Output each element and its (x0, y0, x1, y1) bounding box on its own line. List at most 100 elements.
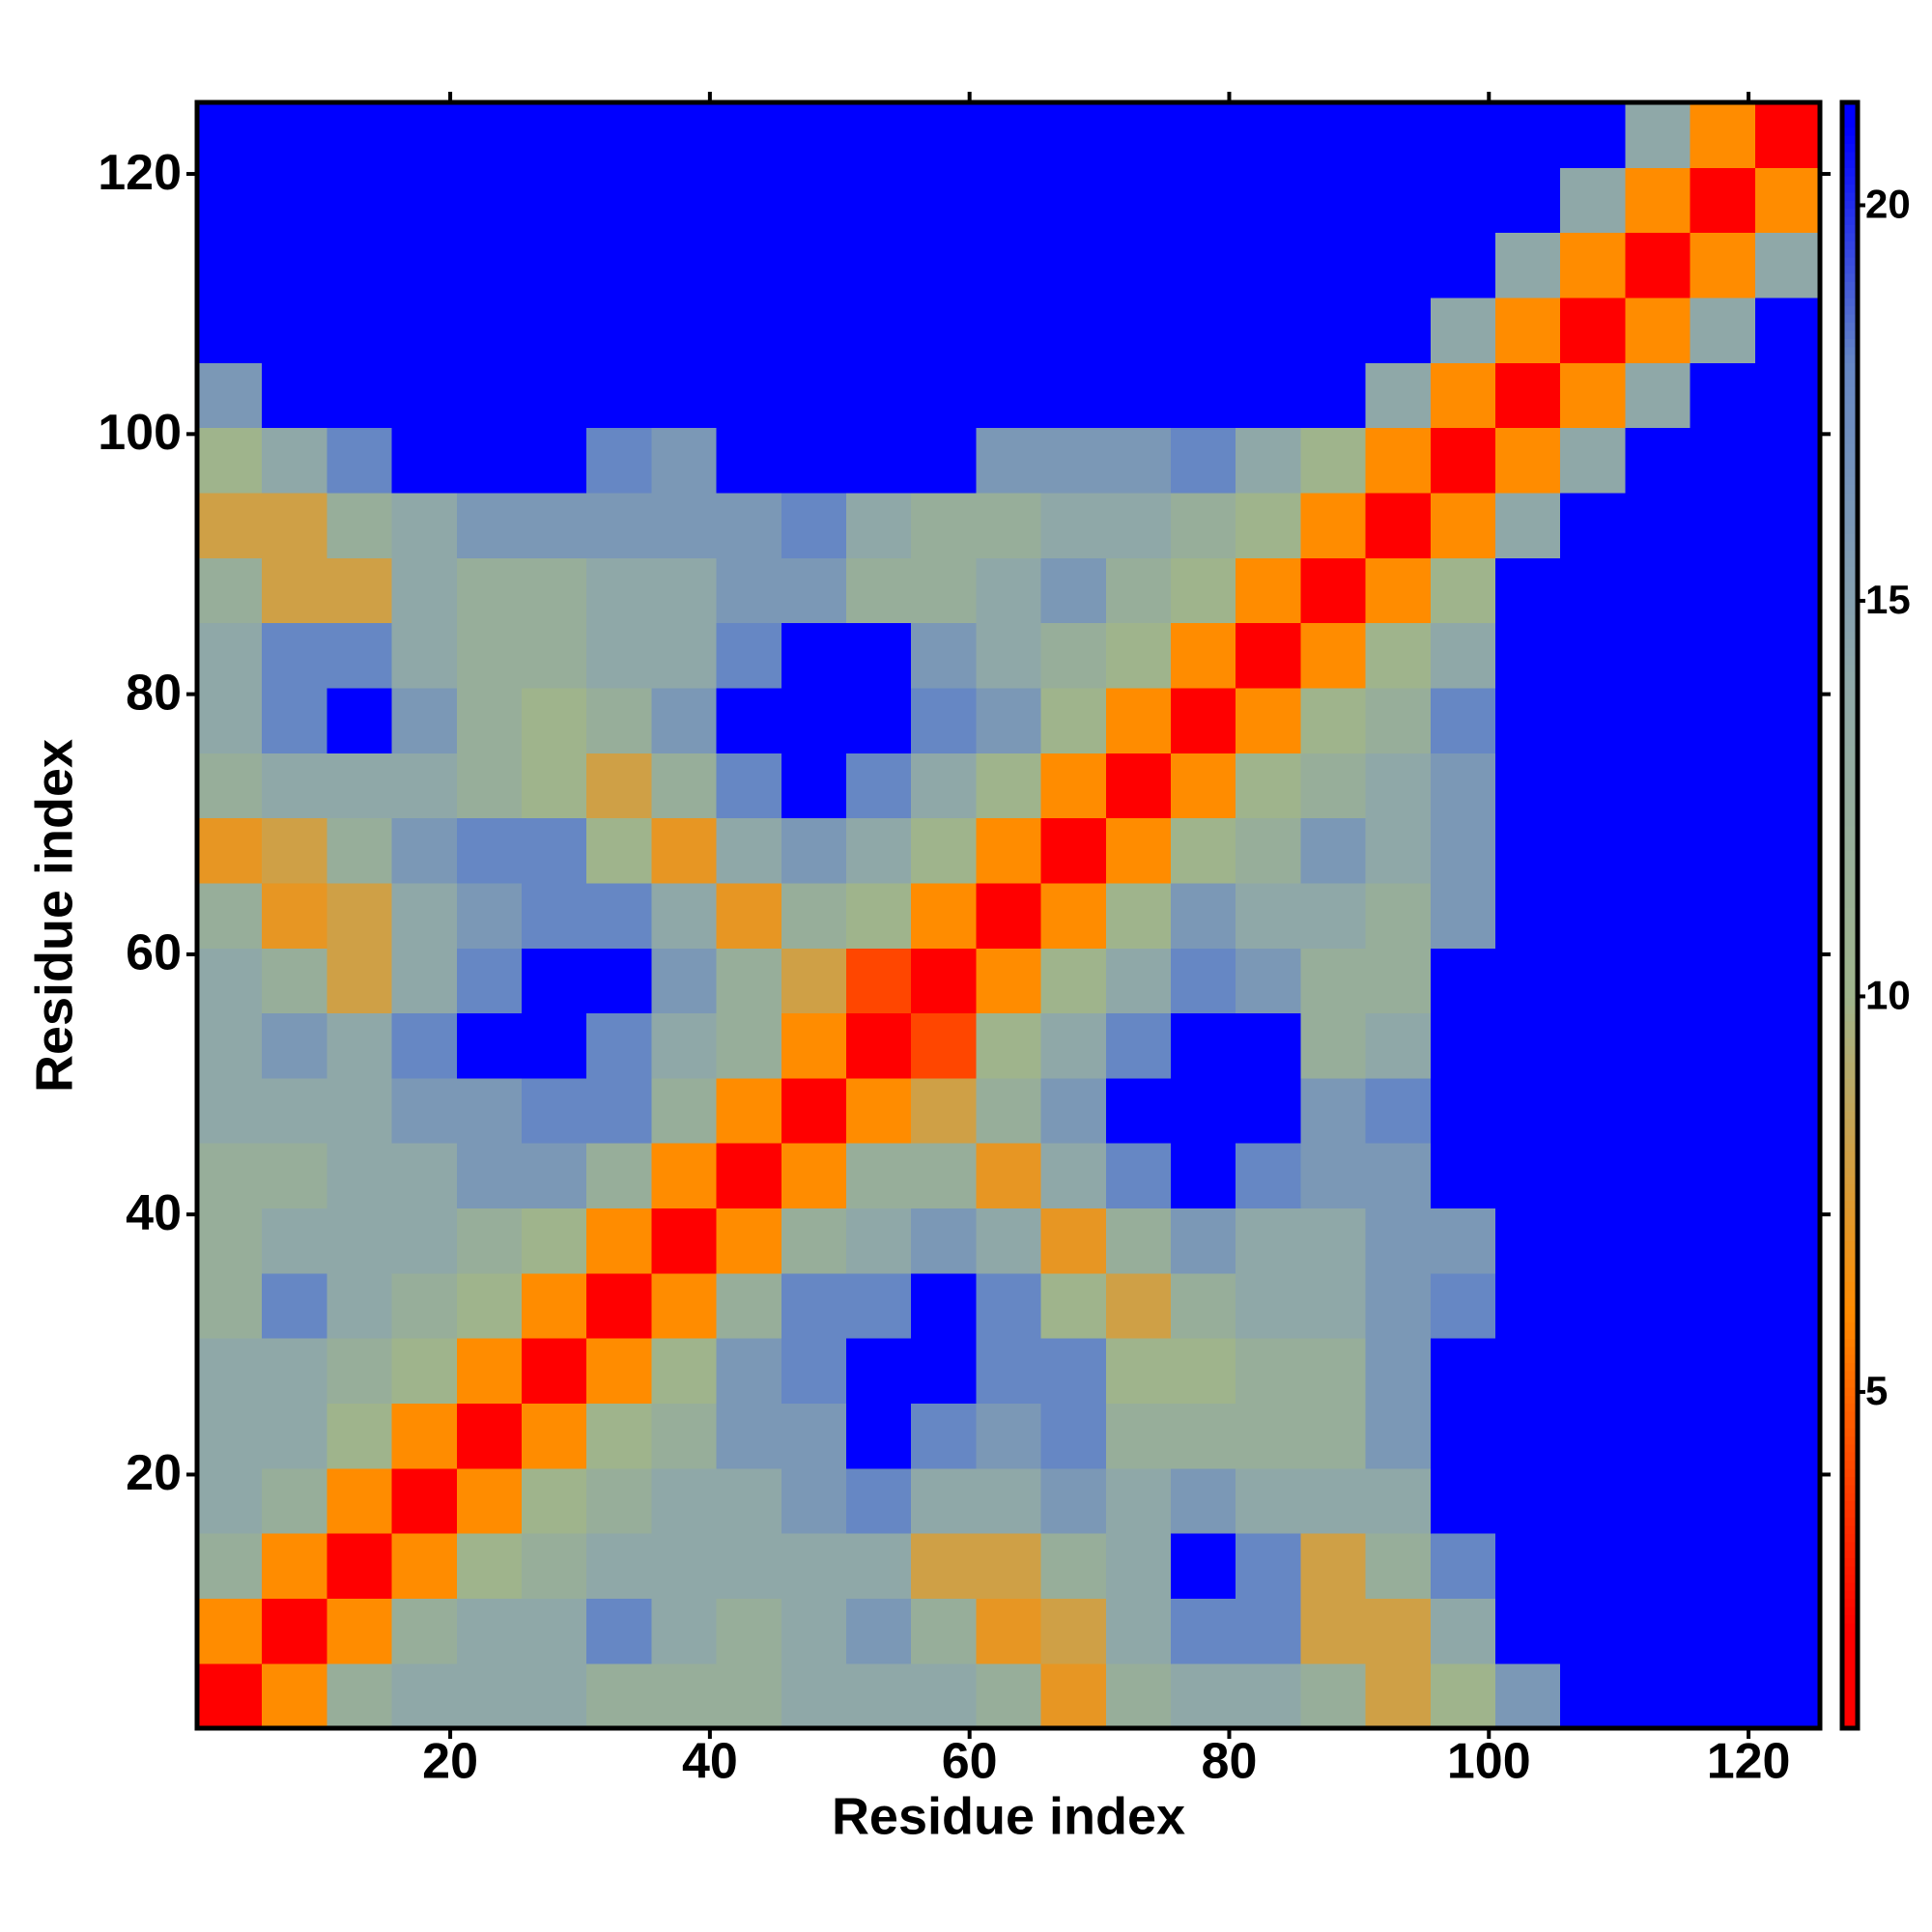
heatmap-cell (1690, 948, 1756, 1014)
heatmap-cell (1625, 362, 1691, 429)
heatmap-cell (456, 1467, 523, 1534)
heatmap-cell (1430, 232, 1496, 298)
heatmap-cell (327, 102, 393, 168)
y-tick-label: 20 (126, 1445, 182, 1501)
heatmap-cell (1625, 1598, 1691, 1664)
colorbar-segment (1842, 589, 1858, 600)
heatmap-cell (262, 1012, 327, 1079)
heatmap-cell (651, 622, 718, 689)
heatmap-cell (197, 557, 263, 624)
heatmap-cell (1236, 557, 1301, 624)
heatmap-cell (1495, 1533, 1561, 1599)
heatmap-cell (1300, 297, 1367, 363)
heatmap-cell (976, 1077, 1042, 1144)
colorbar-segment (1842, 1005, 1858, 1014)
heatmap-cell (327, 1208, 393, 1274)
heatmap-cell (262, 362, 327, 429)
heatmap-cell (716, 492, 782, 558)
heatmap-cell (651, 1012, 718, 1079)
colorbar-segment (1842, 476, 1858, 486)
heatmap-cell (651, 1077, 718, 1144)
heatmap-cell (1365, 1598, 1432, 1664)
heatmap-cell (781, 1208, 847, 1274)
heatmap-cell (1040, 1077, 1107, 1144)
colorbar: 5 10 15 20 (1839, 99, 1911, 1731)
heatmap-cell (1040, 102, 1107, 168)
heatmap-cell (781, 232, 847, 298)
colorbar-segment (1842, 907, 1858, 917)
heatmap-cell (197, 753, 263, 819)
colorbar-segment (1842, 744, 1858, 753)
heatmap-cell (391, 882, 458, 949)
heatmap-cell (1625, 1467, 1691, 1534)
heatmap-cell (1040, 167, 1107, 234)
heatmap-cell (391, 492, 458, 558)
heatmap-cell (1430, 297, 1496, 363)
heatmap-cell (1625, 1077, 1691, 1144)
heatmap-cell (522, 817, 587, 884)
heatmap-cell (1236, 1272, 1301, 1339)
heatmap-cell (1171, 1533, 1236, 1599)
heatmap-cell (456, 753, 523, 819)
colorbar-segment (1842, 1175, 1858, 1184)
heatmap-cell (197, 427, 263, 494)
heatmap-cell (391, 102, 458, 168)
colorbar-segment (1842, 760, 1858, 770)
heatmap-cell (1171, 492, 1236, 558)
heatmap-cell (1625, 1403, 1691, 1469)
heatmap-cell (391, 1208, 458, 1274)
heatmap-cell (391, 687, 458, 753)
heatmap-cell (651, 1533, 718, 1599)
heatmap-cell (1560, 622, 1626, 689)
heatmap-cell (1625, 1662, 1691, 1729)
colorbar-segment (1842, 305, 1858, 315)
heatmap-cell (781, 948, 847, 1014)
heatmap-cell (586, 1403, 652, 1469)
heatmap-cell (976, 687, 1042, 753)
heatmap-cell (846, 1662, 912, 1729)
heatmap-cell (1430, 1662, 1496, 1729)
colorbar-segment (1842, 419, 1858, 429)
heatmap-cell (262, 297, 327, 363)
heatmap-cell (716, 557, 782, 624)
heatmap-cell (1625, 232, 1691, 298)
heatmap-cell (197, 1467, 263, 1534)
heatmap-cell (1171, 1403, 1236, 1469)
heatmap-cell (391, 1272, 458, 1339)
colorbar-segment (1842, 158, 1858, 169)
heatmap-cell (1040, 817, 1107, 884)
heatmap-cell (1625, 1533, 1691, 1599)
heatmap-cell (1430, 882, 1496, 949)
colorbar-segment (1842, 508, 1858, 518)
heatmap-cell (651, 753, 718, 819)
heatmap-cell (1754, 557, 1821, 624)
colorbar-segment (1842, 598, 1858, 608)
heatmap-cell (911, 427, 977, 494)
heatmap-cell (1495, 687, 1561, 753)
heatmap-cell (911, 167, 977, 234)
heatmap-cell (781, 102, 847, 168)
heatmap-cell (976, 753, 1042, 819)
heatmap-cell (1430, 427, 1496, 494)
heatmap-cell (1430, 557, 1496, 624)
colorbar-segment (1842, 614, 1858, 624)
heatmap-cell (1105, 362, 1172, 429)
colorbar-segment (1842, 769, 1858, 779)
colorbar-segment (1842, 1703, 1858, 1713)
heatmap-cell (846, 1077, 912, 1144)
heatmap-cell (1171, 948, 1236, 1014)
heatmap-cell (1754, 882, 1821, 949)
colorbar-segment (1842, 1370, 1858, 1379)
heatmap-cell (1171, 1077, 1236, 1144)
heatmap-cell (1365, 1338, 1432, 1404)
colorbar-segment (1842, 1378, 1858, 1388)
heatmap-cell (1625, 1012, 1691, 1079)
colorbar-segment (1842, 1086, 1858, 1095)
heatmap-cell (1171, 557, 1236, 624)
heatmap-cell (1560, 232, 1626, 298)
heatmap-cell (1365, 232, 1432, 298)
colorbar-segment (1842, 1476, 1858, 1486)
heatmap-cell (1171, 1208, 1236, 1274)
colorbar-segment (1842, 630, 1858, 640)
heatmap-cell (651, 167, 718, 234)
